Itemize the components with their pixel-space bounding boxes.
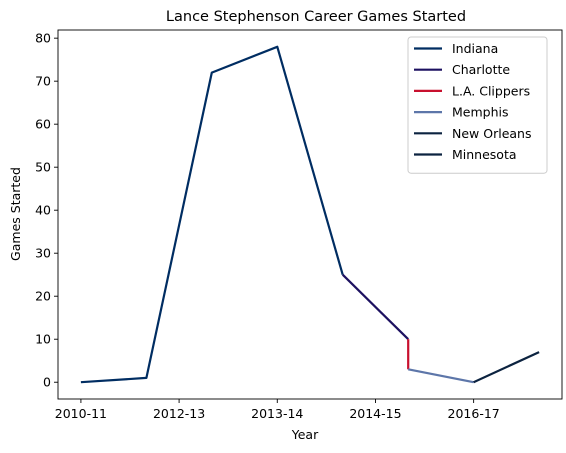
y-tick-label: 60	[35, 117, 51, 132]
x-tick-label: 2012-13	[153, 406, 205, 421]
legend-label: Memphis	[452, 105, 509, 120]
series-line	[80, 45, 344, 384]
legend: Indiana Charlotte L.A. Clippers Memphis New …	[407, 36, 548, 174]
series-line	[341, 273, 409, 340]
y-tick-label: 40	[35, 203, 51, 218]
y-tick-label: 20	[35, 289, 51, 304]
y-tick-label: 70	[35, 74, 51, 89]
x-tick-label: 2016-17	[448, 406, 500, 421]
x-tick-label: 2013-14	[251, 406, 303, 421]
y-tick-label: 80	[35, 31, 51, 46]
series-lines	[80, 45, 540, 384]
y-tick-label: 30	[35, 246, 51, 261]
y-tick-label: 50	[35, 160, 51, 175]
series-line	[473, 351, 540, 384]
legend-label: Charlotte	[452, 62, 510, 77]
series-line	[407, 368, 474, 384]
legend-label: L.A. Clippers	[452, 83, 530, 98]
legend-label: Indiana	[452, 41, 498, 56]
y-tick-label: 10	[35, 332, 51, 347]
x-tick-label: 2014-15	[349, 406, 401, 421]
chart-title: Lance Stephenson Career Games Started	[166, 9, 466, 25]
legend-label: Minnesota	[452, 147, 517, 162]
x-axis: 2010-11 2012-13 2013-14 2014-15 2016-17	[55, 399, 500, 421]
y-axis: 0 10 20 30 40 50 60 70 80	[35, 31, 58, 390]
legend-label: New Orleans	[452, 126, 531, 141]
x-tick-label: 2010-11	[55, 406, 107, 421]
plot-frame	[57, 29, 563, 400]
x-axis-label: Year	[291, 427, 319, 442]
y-tick-label: 0	[43, 375, 51, 390]
legend-box	[407, 36, 548, 174]
y-axis-label: Games Started	[8, 167, 23, 261]
